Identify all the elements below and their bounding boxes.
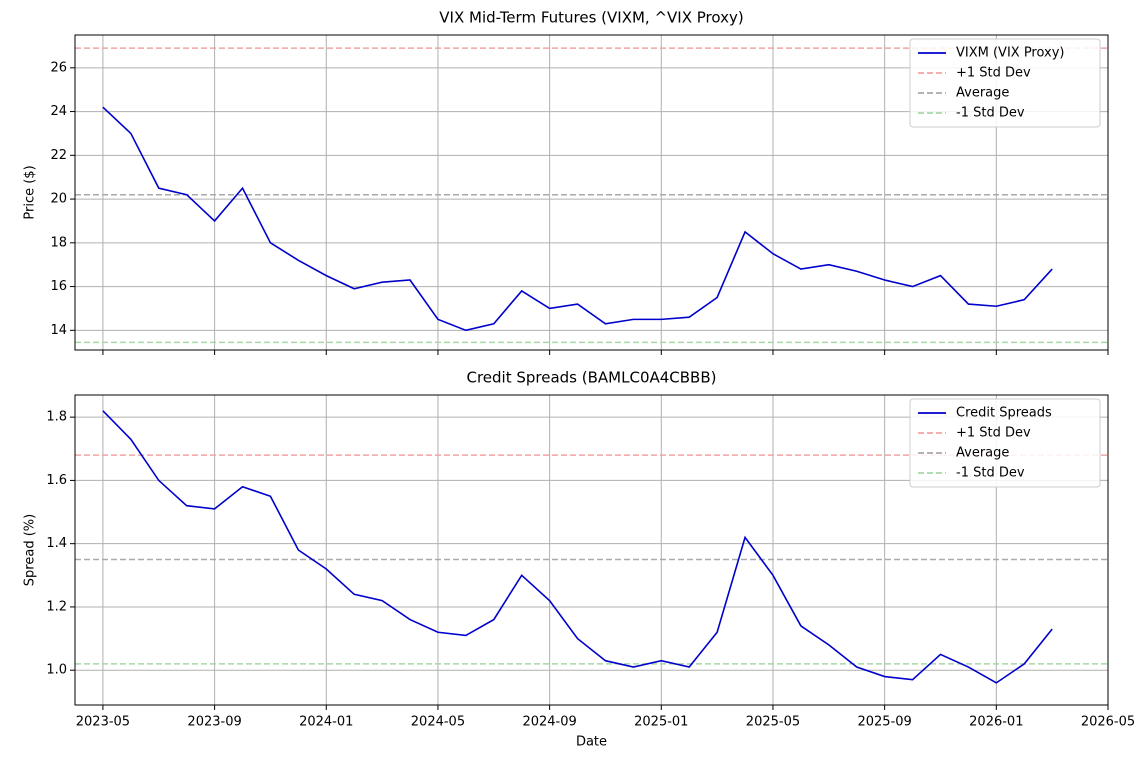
x-tick-label: 2025-09 (857, 715, 911, 730)
legend-label: +1 Std Dev (956, 66, 1031, 81)
y-tick-label: 16 (50, 279, 67, 294)
y-tick-label: 14 (50, 323, 67, 338)
chart-title: Credit Spreads (BAMLC0A4CBBB) (466, 369, 716, 387)
legend-label: VIXM (VIX Proxy) (956, 46, 1065, 61)
y-tick-label: 22 (50, 148, 67, 163)
legend: VIXM (VIX Proxy) +1 Std Dev Average -1 Std … (909, 38, 1101, 128)
y-tick-label: 1.8 (46, 410, 67, 425)
y-tick-label: 1.6 (46, 473, 67, 488)
y-tick-label: 1.0 (46, 663, 67, 678)
x-tick-label: 2025-01 (634, 715, 688, 730)
x-tick-label: 2024-05 (411, 715, 465, 730)
plot-frame (74, 34, 1109, 351)
x-tick-label: 2023-09 (187, 715, 241, 730)
legend-label: Credit Spreads (956, 406, 1052, 421)
x-tick-label: 2026-05 (1081, 715, 1135, 730)
plot-frame (74, 394, 1109, 706)
chart-title: VIX Mid-Term Futures (VIXM, ^VIX Proxy) (439, 9, 743, 27)
data-line (102, 106, 1053, 332)
y-tick-label: 1.2 (46, 599, 67, 614)
x-tick-label: 2025-05 (746, 715, 800, 730)
x-tick-label: 2023-05 (76, 715, 130, 730)
x-tick-label: 2024-09 (522, 715, 576, 730)
y-tick-label: 24 (50, 104, 67, 119)
legend-label: -1 Std Dev (956, 106, 1025, 121)
legend-label: Average (956, 86, 1009, 101)
legend: Credit Spreads +1 Std Dev Average -1 Std De… (909, 398, 1101, 488)
y-tick-label: 26 (50, 60, 67, 75)
y-axis-label: Price ($) (23, 165, 38, 219)
data-line (102, 410, 1053, 684)
legend-box (909, 38, 1101, 128)
legend-label: -1 Std Dev (956, 466, 1025, 481)
x-axis-label: Date (576, 735, 607, 750)
y-tick-label: 1.4 (46, 536, 67, 551)
y-tick-label: 18 (50, 235, 67, 250)
legend-label: +1 Std Dev (956, 426, 1031, 441)
y-axis-label: Spread (%) (23, 514, 38, 586)
x-tick-label: 2026-01 (969, 715, 1023, 730)
legend-box (909, 398, 1101, 488)
x-tick-label: 2024-01 (299, 715, 353, 730)
y-tick-label: 20 (50, 192, 67, 207)
legend-label: Average (956, 446, 1009, 461)
